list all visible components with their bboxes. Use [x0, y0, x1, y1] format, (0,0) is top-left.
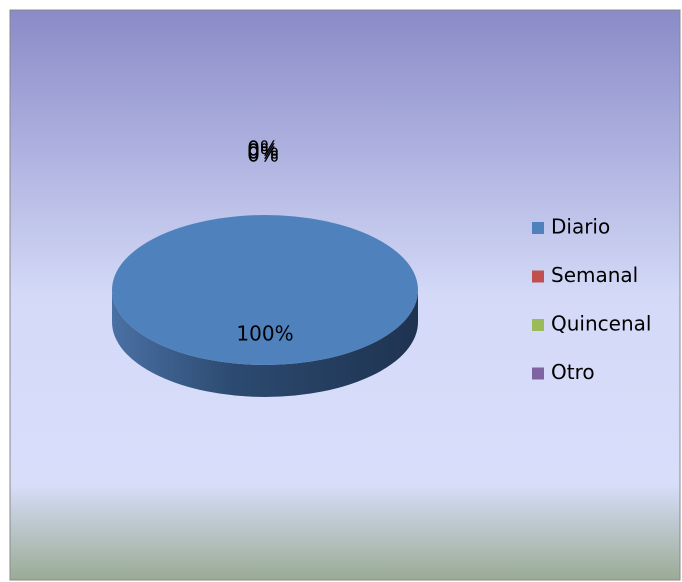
legend-swatch [532, 367, 544, 380]
legend-label: Otro [551, 360, 595, 384]
pie-side [112, 290, 418, 397]
legend-swatch [532, 270, 544, 283]
data-label: 100% [236, 322, 293, 346]
legend-swatch [532, 319, 544, 331]
legend-label: Semanal [551, 263, 638, 287]
legend-label: Quincenal [551, 312, 651, 336]
data-label: 0% [247, 140, 279, 164]
pie-slice [112, 215, 418, 365]
data-label: 0% [247, 137, 279, 161]
legend-label: Diario [551, 215, 610, 239]
legend-swatch [532, 222, 544, 234]
data-label: 0% [247, 143, 279, 167]
